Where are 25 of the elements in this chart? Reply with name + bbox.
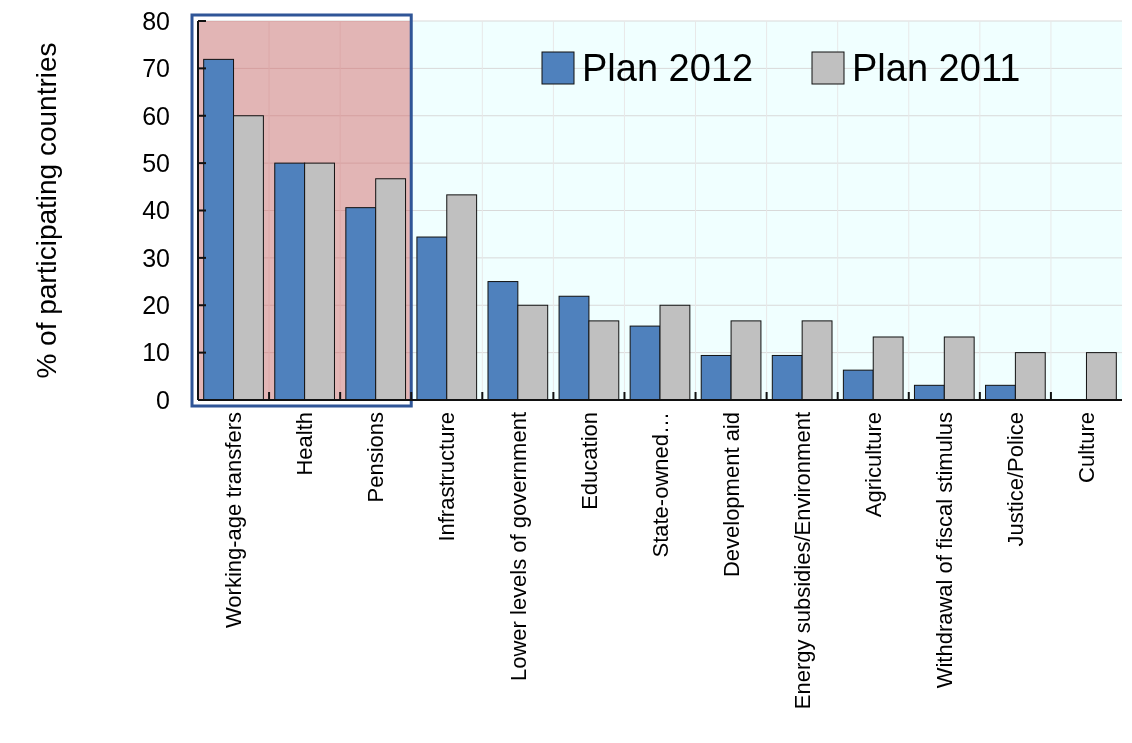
legend-label: Plan 2011 [852, 47, 1021, 90]
y-tick-label: 0 [156, 385, 170, 414]
x-tick-label: Justice/Police [1003, 412, 1029, 547]
x-tick-label: Energy subsidies/Environment [789, 412, 815, 710]
legend-label: Plan 2012 [582, 47, 754, 90]
x-tick-label: Withdrawal of fiscal stimulus [932, 412, 958, 689]
x-tick-label: State-owned… [647, 412, 673, 558]
y-axis-title: % of participating countries [31, 42, 62, 379]
x-tick-label: Lower levels of government [505, 412, 531, 682]
x-tick-label: Development aid [718, 412, 744, 578]
x-tick-label: Education [576, 412, 602, 510]
x-tick-label: Pensions [363, 412, 389, 503]
y-tick-label: 10 [142, 338, 170, 367]
y-tick-label: 50 [142, 148, 170, 177]
y-tick-label: 20 [142, 291, 170, 319]
x-tick-label: Culture [1074, 412, 1100, 483]
x-tick-label: Infrastructure [434, 412, 460, 542]
y-tick-label: 70 [142, 54, 170, 83]
x-tick-label: Health [292, 412, 318, 476]
y-tick-label: 40 [142, 196, 170, 225]
x-tick-label: Working-age transfers [221, 412, 247, 629]
y-tick-label: 60 [142, 101, 170, 130]
x-tick-label: Agriculture [860, 412, 886, 518]
y-tick-label: 80 [142, 6, 170, 35]
y-tick-label: 30 [142, 243, 170, 272]
